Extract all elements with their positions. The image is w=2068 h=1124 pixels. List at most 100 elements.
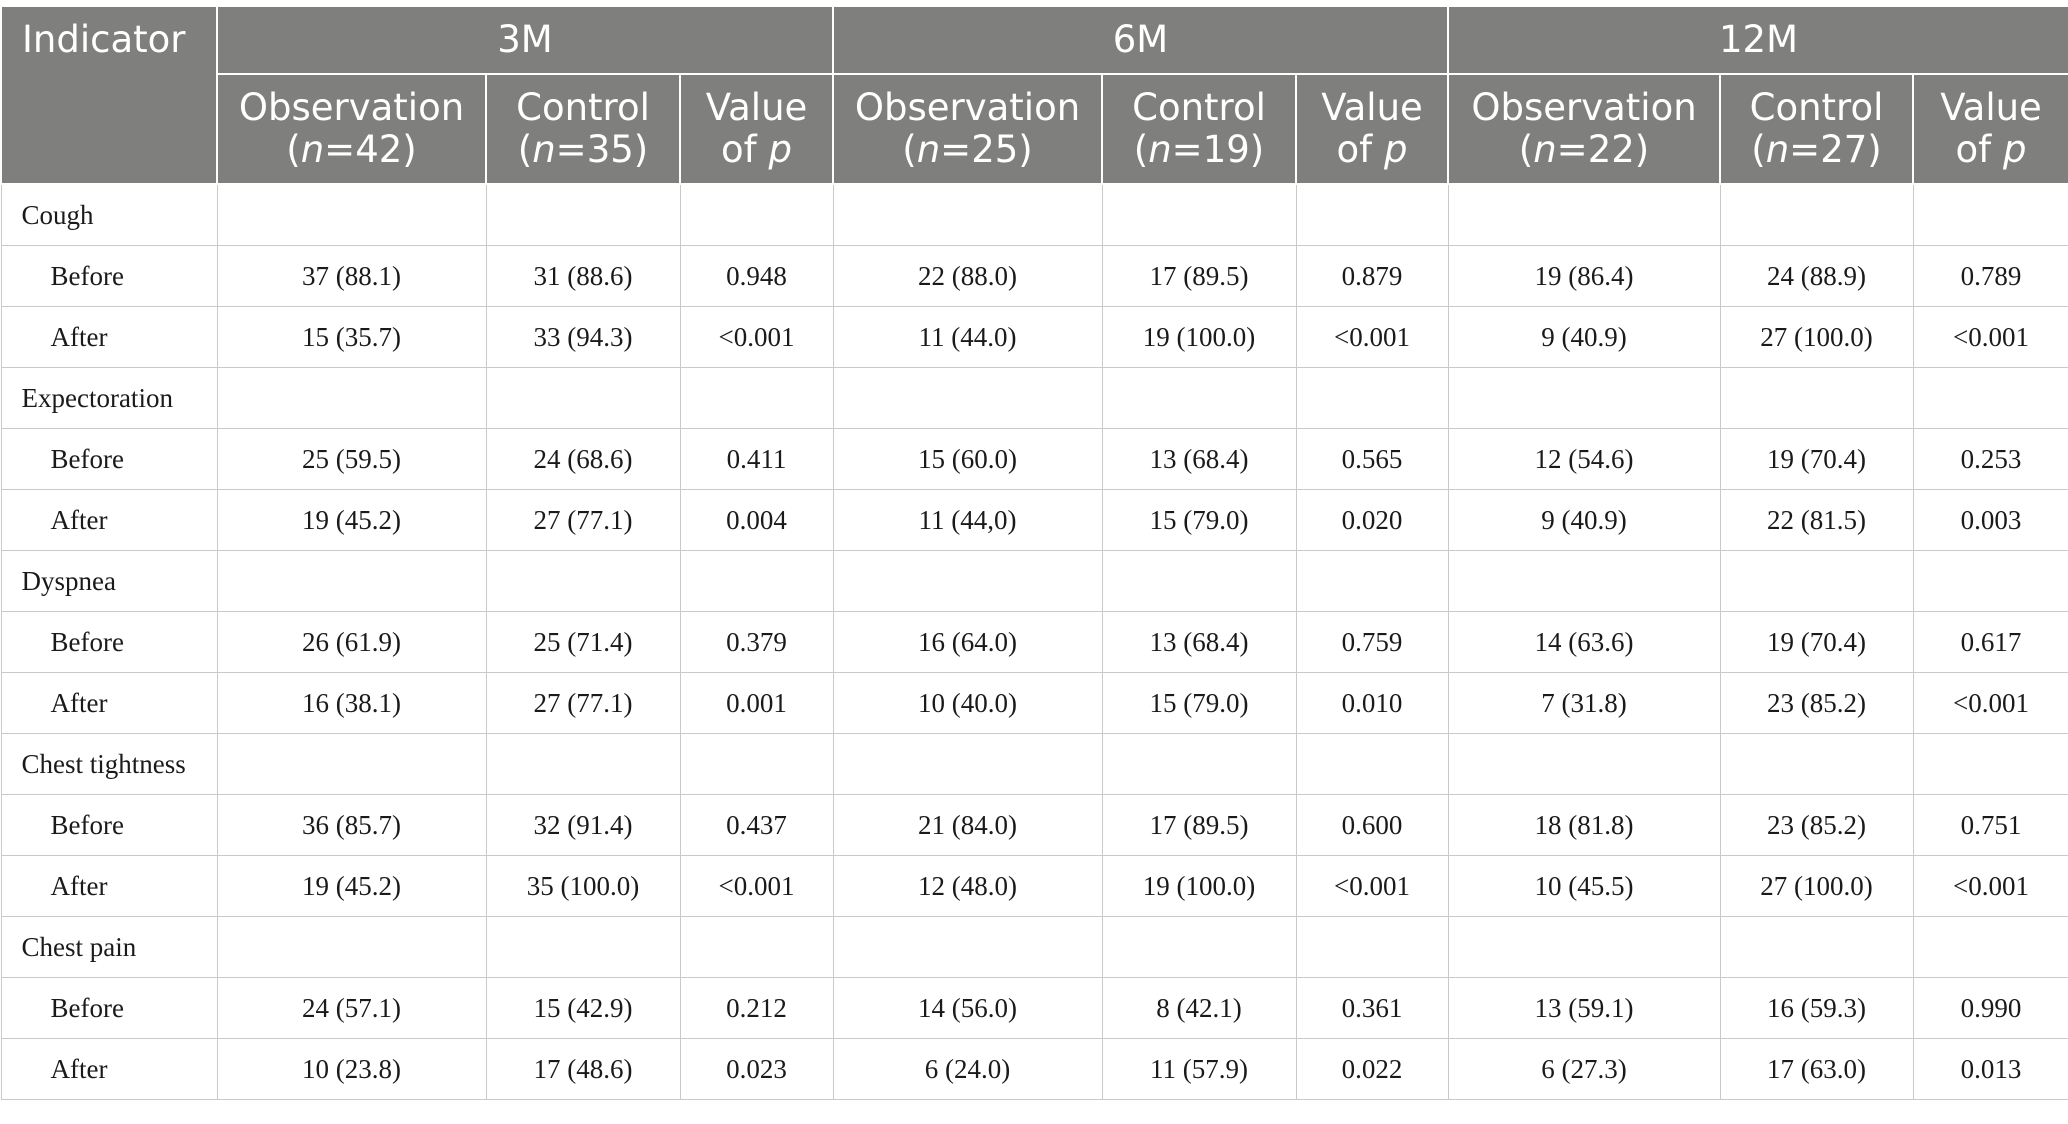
table-cell: 14 (63.6) bbox=[1447, 611, 1721, 673]
observation-header: Observation (n=25) bbox=[832, 73, 1103, 185]
table-row: Before 36 (85.7) 32 (91.4) 0.437 21 (84.0) 17… bbox=[0, 794, 2068, 856]
table-cell: 16 (64.0) bbox=[832, 611, 1103, 673]
table-cell: 27 (100.0) bbox=[1719, 855, 1914, 917]
section-label: Expectoration bbox=[0, 367, 218, 429]
empty-cell bbox=[485, 550, 681, 612]
table-cell: 17 (63.0) bbox=[1719, 1038, 1914, 1100]
empty-cell bbox=[1719, 733, 1914, 795]
table-cell: 12 (54.6) bbox=[1447, 428, 1721, 490]
period-header-3m: 3M bbox=[216, 5, 834, 75]
table-cell: <0.001 bbox=[1912, 672, 2068, 734]
table-row: After 15 (35.7) 33 (94.3) <0.001 11 (44.0) 19… bbox=[0, 306, 2068, 368]
empty-cell bbox=[1295, 916, 1449, 978]
empty-cell bbox=[1295, 733, 1449, 795]
table-cell: 22 (81.5) bbox=[1719, 489, 1914, 551]
table-cell: 0.361 bbox=[1295, 977, 1449, 1039]
table-cell: 23 (85.2) bbox=[1719, 794, 1914, 856]
empty-cell bbox=[216, 367, 487, 429]
empty-cell bbox=[679, 367, 834, 429]
table-cell: 32 (91.4) bbox=[485, 794, 681, 856]
table-cell: 0.751 bbox=[1912, 794, 2068, 856]
table-cell: 11 (44,0) bbox=[832, 489, 1103, 551]
table-cell: 27 (77.1) bbox=[485, 672, 681, 734]
row-label: After bbox=[0, 489, 218, 551]
empty-cell bbox=[1447, 916, 1721, 978]
empty-cell bbox=[1719, 550, 1914, 612]
table-cell: 9 (40.9) bbox=[1447, 306, 1721, 368]
empty-cell bbox=[1912, 733, 2068, 795]
table-cell: 24 (68.6) bbox=[485, 428, 681, 490]
results-table: Indicator 3M 6M 12M Observation (n=42) Co… bbox=[0, 5, 2068, 1100]
table-cell: 15 (60.0) bbox=[832, 428, 1103, 490]
row-label: Before bbox=[0, 794, 218, 856]
empty-cell bbox=[216, 550, 487, 612]
table-cell: 15 (42.9) bbox=[485, 977, 681, 1039]
p-value-header: Value of p bbox=[1295, 73, 1449, 185]
table-cell: 19 (45.2) bbox=[216, 855, 487, 917]
row-label: Before bbox=[0, 611, 218, 673]
table-cell: 25 (71.4) bbox=[485, 611, 681, 673]
row-label: After bbox=[0, 306, 218, 368]
table-cell: 0.013 bbox=[1912, 1038, 2068, 1100]
table-cell: 13 (59.1) bbox=[1447, 977, 1721, 1039]
empty-cell bbox=[1719, 367, 1914, 429]
table-cell: 31 (88.6) bbox=[485, 245, 681, 307]
table-cell: 15 (35.7) bbox=[216, 306, 487, 368]
empty-cell bbox=[832, 916, 1103, 978]
table-cell: 7 (31.8) bbox=[1447, 672, 1721, 734]
table-cell: 21 (84.0) bbox=[832, 794, 1103, 856]
table-cell: 0.565 bbox=[1295, 428, 1449, 490]
row-label: After bbox=[0, 1038, 218, 1100]
empty-cell bbox=[1719, 916, 1914, 978]
observation-header: Observation (n=42) bbox=[216, 73, 487, 185]
table-cell: 27 (100.0) bbox=[1719, 306, 1914, 368]
empty-cell bbox=[216, 733, 487, 795]
empty-cell bbox=[1101, 916, 1297, 978]
table-cell: 36 (85.7) bbox=[216, 794, 487, 856]
table-cell: 11 (57.9) bbox=[1101, 1038, 1297, 1100]
table-cell: 11 (44.0) bbox=[832, 306, 1103, 368]
table-row: Before 37 (88.1) 31 (88.6) 0.948 22 (88.0) 17… bbox=[0, 245, 2068, 307]
table-cell: 23 (85.2) bbox=[1719, 672, 1914, 734]
table-cell: 0.990 bbox=[1912, 977, 2068, 1039]
table-cell: <0.001 bbox=[679, 855, 834, 917]
table-cell: 19 (45.2) bbox=[216, 489, 487, 551]
empty-cell bbox=[1295, 367, 1449, 429]
table-cell: 19 (100.0) bbox=[1101, 306, 1297, 368]
table-cell: 9 (40.9) bbox=[1447, 489, 1721, 551]
table-row: After 16 (38.1) 27 (77.1) 0.001 10 (40.0) 15 … bbox=[0, 672, 2068, 734]
group-header-row: Observation (n=42) Control (n=35) Value of … bbox=[1, 73, 2068, 185]
empty-cell bbox=[1912, 183, 2068, 246]
section-row: Chest pain bbox=[0, 916, 2068, 978]
table-cell: 19 (70.4) bbox=[1719, 428, 1914, 490]
empty-cell bbox=[832, 733, 1103, 795]
table-cell: 15 (79.0) bbox=[1101, 489, 1297, 551]
empty-cell bbox=[1295, 183, 1449, 246]
period-header-row: Indicator 3M 6M 12M bbox=[0, 5, 2068, 185]
table-cell: 6 (24.0) bbox=[832, 1038, 1103, 1100]
control-header: Control (n=27) bbox=[1719, 73, 1914, 185]
table-cell: <0.001 bbox=[679, 306, 834, 368]
table-cell: <0.001 bbox=[1912, 306, 2068, 368]
empty-cell bbox=[1447, 733, 1721, 795]
empty-cell bbox=[1101, 550, 1297, 612]
table-cell: 25 (59.5) bbox=[216, 428, 487, 490]
table-cell: 6 (27.3) bbox=[1447, 1038, 1721, 1100]
table-cell: <0.001 bbox=[1295, 306, 1449, 368]
empty-cell bbox=[216, 183, 487, 246]
table-cell: 17 (48.6) bbox=[485, 1038, 681, 1100]
table-cell: 10 (40.0) bbox=[832, 672, 1103, 734]
empty-cell bbox=[679, 916, 834, 978]
table-row: After 10 (23.8) 17 (48.6) 0.023 6 (24.0) 11 (… bbox=[0, 1038, 2068, 1100]
table-body: Cough Before 37 (88.1) 31 (88.6) 0.948 22 (88… bbox=[0, 183, 2068, 1100]
empty-cell bbox=[832, 183, 1103, 246]
table-row: Before 25 (59.5) 24 (68.6) 0.411 15 (60.0) 13… bbox=[0, 428, 2068, 490]
empty-cell bbox=[832, 550, 1103, 612]
empty-cell bbox=[679, 733, 834, 795]
table-cell: 0.004 bbox=[679, 489, 834, 551]
table-cell: 13 (68.4) bbox=[1101, 428, 1297, 490]
table-cell: 0.379 bbox=[679, 611, 834, 673]
table-cell: 0.617 bbox=[1912, 611, 2068, 673]
table-cell: 0.879 bbox=[1295, 245, 1449, 307]
indicator-header: Indicator bbox=[0, 5, 218, 185]
